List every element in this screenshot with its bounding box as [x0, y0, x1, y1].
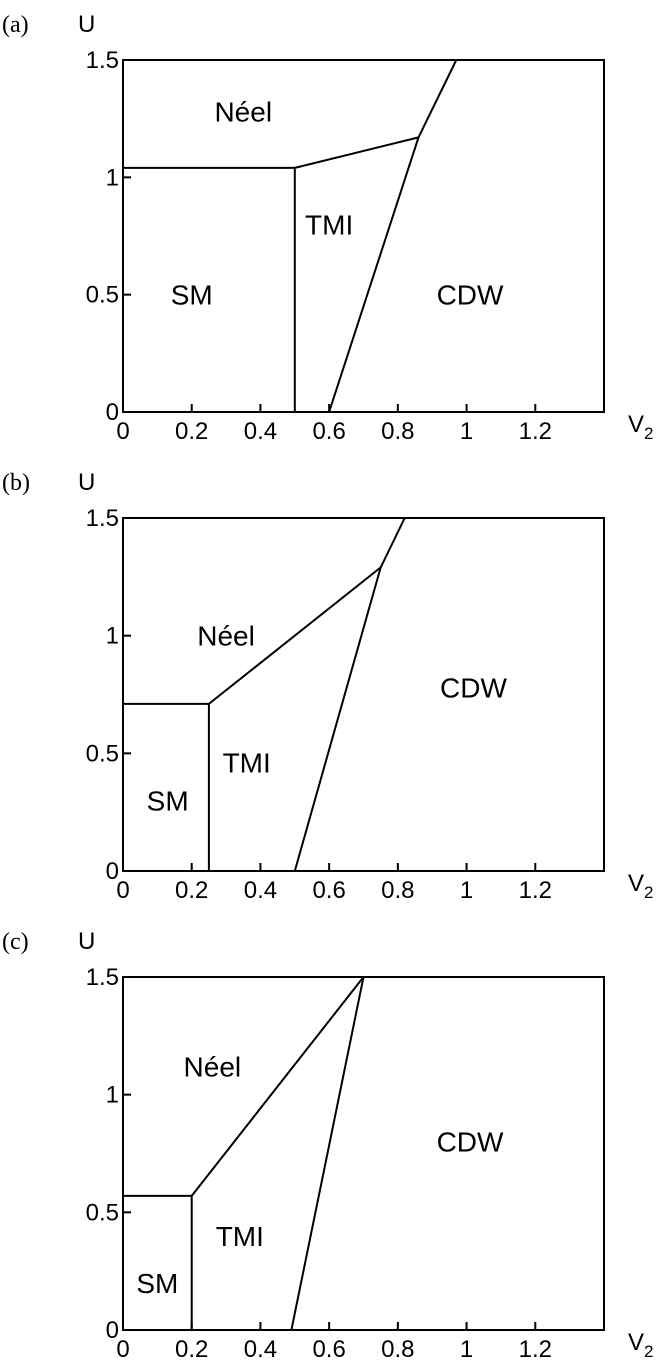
x-tick-label: 1 — [460, 877, 473, 904]
y-tick-label: 1.5 — [86, 964, 119, 991]
plot-frame — [122, 59, 605, 413]
y-tick-label: 1.5 — [86, 47, 119, 74]
phase-boundary-line — [208, 566, 382, 705]
y-tick-label: 0.5 — [86, 1199, 119, 1226]
region-label-cdw: CDW — [437, 1127, 504, 1158]
x-tick-label: 0.6 — [312, 1336, 345, 1363]
phase-boundary-line — [294, 136, 419, 169]
y-tick-label: 1 — [106, 623, 119, 650]
y-tick-label: 1.5 — [86, 505, 119, 532]
x-tick-label: 0.8 — [381, 877, 414, 904]
region-label-tmi: TMI — [305, 209, 353, 240]
x-tick-label: 1 — [460, 418, 473, 445]
x-tick-label: 0.6 — [312, 877, 345, 904]
region-label-nel: Néel — [214, 97, 272, 128]
x-axis-label-main: V — [628, 1329, 644, 1356]
region-label-cdw: CDW — [440, 672, 507, 703]
region-label-nel: Néel — [197, 621, 255, 652]
phase-boundary-line — [190, 976, 365, 1197]
x-axis-label: V2 — [628, 411, 653, 443]
phase-boundary-line — [328, 59, 458, 413]
x-axis-label-main: V — [628, 870, 644, 897]
panel-a: (a) U V2 0 0.2 0.4 0.6 0.8 1 1.2 0 0.5 1 1.5 Néel SM TMI… — [2, 11, 653, 445]
x-axis-label-main: V — [628, 411, 644, 438]
region-label-tmi: TMI — [223, 748, 271, 779]
phase-boundary-line — [290, 976, 365, 1331]
x-tick-label: 1 — [460, 1336, 473, 1363]
y-tick-label: 0.5 — [86, 740, 119, 767]
y-tick-label: 1 — [106, 164, 119, 191]
y-tick-label: 1 — [106, 1082, 119, 1109]
region-label-tmi: TMI — [216, 1221, 264, 1252]
y-tick-label: 0 — [106, 858, 119, 885]
y-axis-label: U — [78, 928, 95, 955]
x-tick-label: 0.2 — [175, 877, 208, 904]
panel-c: (c) U V2 0 0.2 0.4 0.6 0.8 1 1.2 0 0.5 1 1.5 Néel SM TMI… — [2, 928, 653, 1363]
panel-b: (b) U V2 0 0.2 0.4 0.6 0.8 1 1.2 0 0.5 1 1.5 Néel SM TMI… — [2, 469, 653, 904]
region-label-cdw: CDW — [437, 280, 504, 311]
x-tick-label: 0 — [116, 1336, 129, 1363]
x-axis-label: V2 — [628, 1329, 653, 1361]
x-axis-label-subscript: 2 — [644, 883, 653, 902]
x-axis-label-subscript: 2 — [644, 424, 653, 443]
x-tick-label: 0 — [116, 877, 129, 904]
x-tick-label: 0.4 — [244, 877, 277, 904]
y-axis-label: U — [78, 469, 95, 496]
panel-label: (a) — [2, 12, 29, 38]
x-tick-label: 0.4 — [244, 1336, 277, 1363]
y-axis-label: U — [78, 11, 95, 38]
x-tick-label: 0 — [116, 418, 129, 445]
x-tick-label: 0.6 — [312, 418, 345, 445]
region-label-sm: SM — [136, 1268, 178, 1299]
x-tick-label: 1.2 — [519, 418, 552, 445]
x-tick-label: 0.4 — [244, 418, 277, 445]
x-tick-label: 0.2 — [175, 418, 208, 445]
plot-frame — [122, 517, 605, 872]
panel-label: (c) — [2, 929, 29, 955]
x-tick-label: 1.2 — [519, 1336, 552, 1363]
x-axis-label-subscript: 2 — [644, 1342, 653, 1361]
x-tick-label: 1.2 — [519, 877, 552, 904]
region-label-sm: SM — [147, 785, 189, 816]
phase-boundary-line — [293, 517, 406, 872]
y-tick-label: 0.5 — [86, 282, 119, 309]
x-axis-label: V2 — [628, 870, 653, 902]
plot-frame — [122, 976, 605, 1331]
x-tick-label: 0.8 — [381, 1336, 414, 1363]
region-label-sm: SM — [171, 280, 213, 311]
panel-label: (b) — [2, 470, 30, 496]
region-label-nel: Néel — [184, 1051, 242, 1082]
y-tick-label: 0 — [106, 1317, 119, 1344]
x-tick-label: 0.8 — [381, 418, 414, 445]
x-tick-label: 0.2 — [175, 1336, 208, 1363]
y-tick-label: 0 — [106, 399, 119, 426]
